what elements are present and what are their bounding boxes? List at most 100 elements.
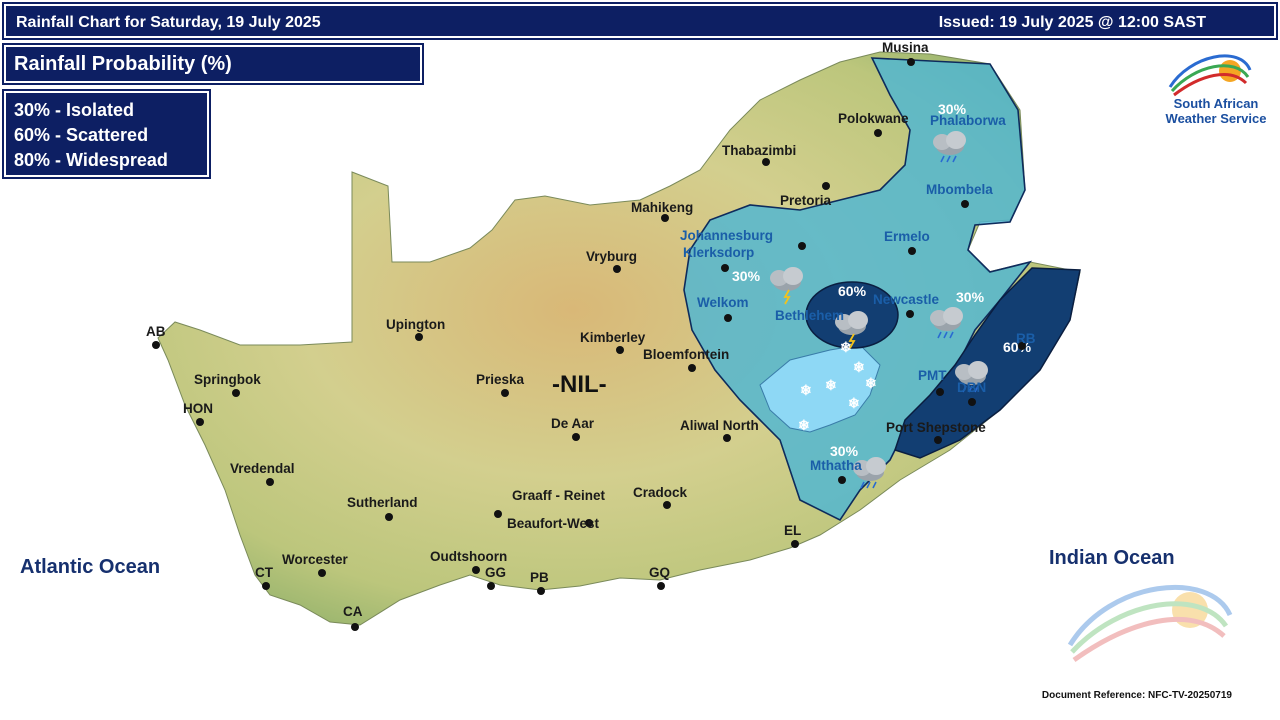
city-label-mahikeng: Mahikeng: [631, 200, 693, 215]
city-label-ermelo: Ermelo: [884, 229, 930, 244]
city-dot-rb: [1018, 342, 1026, 350]
city-label-pb: PB: [530, 570, 549, 585]
city-label-rb: RB: [1016, 331, 1036, 346]
city-dot-oudtshoorn: [472, 566, 480, 574]
zone-pct-north: 30%: [938, 101, 967, 117]
watermark-logo-icon: [1067, 585, 1233, 663]
chart-title: Rainfall Chart for Saturday, 19 July 202…: [16, 14, 321, 31]
header-bar: Rainfall Chart for Saturday, 19 July 202…: [2, 2, 1278, 40]
city-label-kimberley: Kimberley: [580, 330, 646, 345]
city-label-pmb: PMT: [918, 368, 947, 383]
city-label-graaff-reinet: Graaff - Reinet: [512, 488, 606, 503]
city-label-musina: Musina: [882, 40, 929, 55]
city-dot-welkom: [724, 314, 732, 322]
city-dot-graaff-reinet: [494, 510, 502, 518]
storm-cloud-icon: [770, 267, 803, 305]
city-dot-worcester: [318, 569, 326, 577]
city-label-sutherland: Sutherland: [347, 495, 418, 510]
city-dot-pb: [537, 587, 545, 595]
city-label-oudtshoorn: Oudtshoorn: [430, 549, 507, 564]
city-dot-ct: [262, 582, 270, 590]
city-dot-beaufort-west: [585, 519, 593, 527]
city-label-pretoria: Pretoria: [780, 193, 832, 208]
city-label-phalaborwa: Phalaborwa: [930, 113, 1006, 128]
city-label-vredendal: Vredendal: [230, 461, 295, 476]
city-label-bethlehem: Bethlehem: [775, 308, 844, 323]
city-dot-vryburg: [613, 265, 621, 273]
saws-logo-line1: South African: [1173, 96, 1259, 111]
city-label-worcester: Worcester: [282, 552, 349, 567]
city-dot-polokwane: [874, 129, 882, 137]
city-label-cradock: Cradock: [633, 485, 688, 500]
zone-pct-bethlehem: 60%: [838, 283, 867, 299]
city-label-newcastle: Newcastle: [873, 292, 940, 307]
zone-pct-newcastle: 30%: [956, 289, 985, 305]
city-dot-cradock: [663, 501, 671, 509]
storm-cloud-icon: [853, 457, 886, 489]
nil-label: -NIL-: [552, 371, 607, 398]
city-dot-mahikeng: [661, 214, 669, 222]
city-label-vryburg: Vryburg: [586, 249, 637, 264]
city-dot-bloemfontein: [688, 364, 696, 372]
snowflake-icon: ❄: [848, 395, 860, 411]
city-label-port-shepstone: Port Shepstone: [886, 420, 986, 435]
city-dot-pretoria: [822, 182, 830, 190]
city-dot-musina: [907, 58, 915, 66]
city-dot-vredendal: [266, 478, 274, 486]
city-dot-kimberley: [616, 346, 624, 354]
city-dots: [152, 58, 1026, 631]
city-label-springbok: Springbok: [194, 372, 261, 387]
rain-zone-60-kzn: [894, 267, 1081, 459]
city-dot-port-shepstone: [934, 436, 942, 444]
city-label-mthatha: Mthatha: [810, 458, 862, 473]
issued-text: Issued: 19 July 2025 @ 12:00 SAST: [938, 14, 1206, 31]
city-label-gg: GG: [485, 565, 506, 580]
city-dot-aliwal-north: [723, 434, 731, 442]
cloud-icons: [770, 131, 988, 489]
zone-pct-mthatha: 30%: [830, 443, 859, 459]
snowflake-icon: ❄: [798, 417, 810, 433]
saws-logo-icon: [1168, 54, 1252, 97]
city-dot-prieska: [501, 389, 509, 397]
legend-item-widespread: 80% - Widespread: [14, 150, 168, 170]
city-label-gq: GQ: [649, 565, 670, 580]
city-label-ct: CT: [255, 565, 274, 580]
city-label-bloemfontein: Bloemfontein: [643, 347, 729, 362]
city-dot-newcastle: [906, 310, 914, 318]
city-label-ab: AB: [146, 324, 166, 339]
city-label-aliwal-north: Aliwal North: [680, 418, 759, 433]
city-label-de-aar: De Aar: [551, 416, 595, 431]
city-label-thabazimbi: Thabazimbi: [722, 143, 796, 158]
zone-pct-central: 30%: [732, 268, 761, 284]
snowflake-icon: ❄: [800, 382, 812, 398]
city-label-ca: CA: [343, 604, 363, 619]
city-dot-hon: [196, 418, 204, 426]
probability-title: Rainfall Probability (%): [2, 43, 424, 85]
city-label-prieska: Prieska: [476, 372, 525, 387]
legend-box: 30% - Isolated 60% - Scattered 80% - Wid…: [2, 89, 211, 179]
city-label-polokwane: Polokwane: [838, 111, 909, 126]
city-dot-ca: [351, 623, 359, 631]
city-dot-pmb: [936, 388, 944, 396]
saws-logo-line2: Weather Service: [1165, 111, 1267, 126]
city-dot-mthatha: [838, 476, 846, 484]
snowflake-icons: ❄ ❄ ❄ ❄ ❄ ❄ ❄: [798, 339, 877, 433]
city-dot-gg: [487, 582, 495, 590]
city-labels: Musina Polokwane Phalaborwa Thabazimbi M…: [146, 40, 1036, 619]
storm-cloud-icon: [933, 131, 966, 163]
atlantic-ocean-label: Atlantic Ocean: [20, 556, 161, 578]
storm-cloud-icon: [930, 307, 963, 339]
city-dot-johannesburg: [798, 242, 806, 250]
city-label-beaufort-west: Beaufort-West: [507, 516, 600, 531]
city-dot-upington: [415, 333, 423, 341]
city-label-klerksdorp: Klerksdorp: [683, 245, 754, 260]
city-label-dbn: DBN: [957, 380, 986, 395]
city-dot-springbok: [232, 389, 240, 397]
city-label-welkom: Welkom: [697, 295, 749, 310]
city-label-el: EL: [784, 523, 801, 538]
city-label-mbombela: Mbombela: [926, 182, 993, 197]
snow-area-top: [759, 344, 881, 433]
storm-cloud-icon: [835, 311, 868, 349]
city-label-hon: HON: [183, 401, 213, 416]
